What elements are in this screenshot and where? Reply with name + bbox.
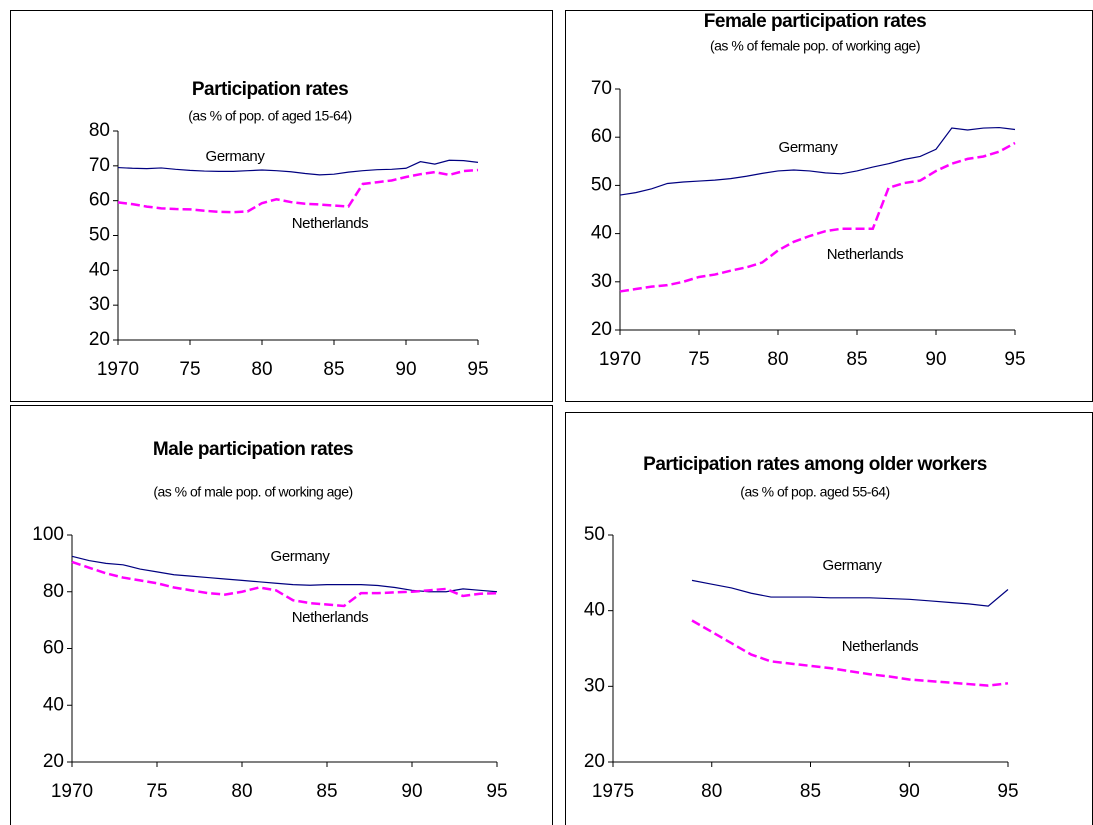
y-tick-label: 30: [89, 294, 110, 315]
series-label: Germany: [823, 557, 883, 574]
x-tick-label: 90: [925, 349, 946, 370]
y-tick-label: 50: [89, 225, 110, 246]
panel-border: [10, 10, 553, 402]
x-tick-label: 1970: [51, 781, 93, 802]
x-tick-label: 1975: [592, 781, 634, 802]
x-tick-label: 80: [231, 781, 252, 802]
y-tick-label: 40: [584, 600, 605, 621]
x-tick-label: 95: [1004, 349, 1025, 370]
chart-title: Participation rates: [192, 79, 348, 100]
series-line: [619, 126, 1016, 196]
x-tick-label: 75: [688, 349, 709, 370]
y-tick-label: 50: [591, 174, 612, 195]
y-tick-label: 80: [89, 120, 110, 141]
panel-border: [10, 405, 553, 825]
x-tick-label: 75: [146, 781, 167, 802]
y-tick-label: 20: [584, 751, 605, 772]
chart-subtitle: (as % of pop. aged 55-64): [740, 484, 889, 500]
series-line: [117, 159, 479, 176]
x-tick-label: 80: [251, 359, 272, 380]
series-label: Germany: [779, 139, 839, 156]
y-tick-label: 60: [89, 190, 110, 211]
x-tick-label: 75: [179, 359, 200, 380]
series-line: [117, 168, 479, 214]
x-tick-label: 1970: [599, 349, 641, 370]
x-tick-label: 90: [899, 781, 920, 802]
chart-title: Male participation rates: [153, 439, 353, 460]
chart-subtitle: (as % of female pop. of working age): [710, 38, 920, 54]
series-label: Netherlands: [292, 609, 368, 626]
series-label: Netherlands: [827, 246, 903, 263]
x-tick-label: 90: [395, 359, 416, 380]
x-tick-label: 85: [800, 781, 821, 802]
x-tick-label: 95: [467, 359, 488, 380]
chart-title: Female participation rates: [704, 11, 926, 32]
x-tick-label: 85: [323, 359, 344, 380]
y-tick-label: 30: [584, 675, 605, 696]
x-tick-label: 95: [486, 781, 507, 802]
chart-title: Participation rates among older workers: [643, 454, 987, 475]
y-tick-label: 70: [89, 155, 110, 176]
panel-border: [565, 10, 1093, 402]
y-tick-label: 100: [32, 524, 64, 545]
y-tick-label: 20: [43, 751, 64, 772]
x-tick-label: 90: [401, 781, 422, 802]
series-label: Germany: [271, 548, 331, 565]
y-tick-label: 70: [591, 78, 612, 99]
x-tick-label: 95: [997, 781, 1018, 802]
series-label: Netherlands: [842, 638, 918, 655]
chart-subtitle: (as % of male pop. of working age): [153, 484, 352, 500]
x-tick-label: 80: [767, 349, 788, 370]
series-label: Germany: [206, 148, 266, 165]
x-tick-label: 85: [316, 781, 337, 802]
series-line: [619, 141, 1016, 293]
y-tick-label: 60: [591, 126, 612, 147]
y-tick-label: 20: [89, 329, 110, 350]
x-tick-label: 85: [846, 349, 867, 370]
y-tick-label: 60: [43, 638, 64, 659]
y-tick-label: 40: [89, 259, 110, 280]
x-tick-label: 80: [701, 781, 722, 802]
y-tick-label: 40: [591, 223, 612, 244]
chart-subtitle: (as % of pop. of aged 15-64): [188, 108, 351, 124]
series-label: Netherlands: [292, 215, 368, 232]
series-line: [71, 560, 498, 608]
y-tick-label: 80: [43, 581, 64, 602]
x-tick-label: 1970: [97, 359, 139, 380]
y-tick-label: 30: [591, 271, 612, 292]
y-tick-label: 20: [591, 319, 612, 340]
y-tick-label: 50: [584, 524, 605, 545]
series-line: [691, 619, 1009, 687]
series-line: [691, 579, 1009, 607]
y-tick-label: 40: [43, 694, 64, 715]
